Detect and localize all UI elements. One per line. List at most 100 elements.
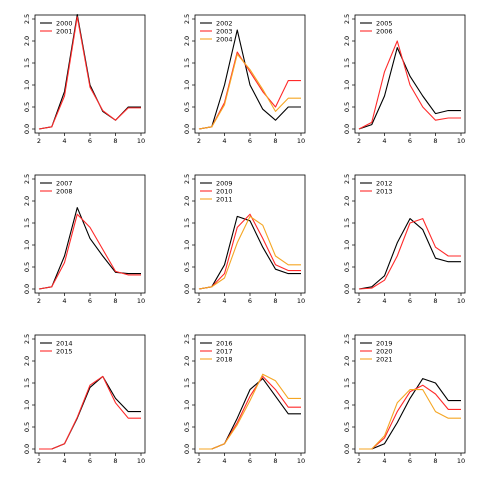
y-tick-label: 1.0	[343, 400, 351, 410]
y-tick-label: 0.0	[23, 444, 31, 454]
legend-label-2010: 2010	[216, 187, 233, 195]
y-tick-label: 0.0	[23, 284, 31, 294]
legend-label-2014: 2014	[56, 339, 73, 347]
legend-label-2017: 2017	[216, 347, 233, 355]
y-tick-label: 2.5	[183, 334, 191, 344]
y-tick-label: 0.0	[343, 444, 351, 454]
series-line-2000	[38, 14, 141, 130]
x-tick-label: 4	[62, 457, 66, 465]
x-tick-label: 6	[248, 137, 252, 145]
x-tick-label: 4	[382, 457, 386, 465]
x-tick-label: 10	[297, 137, 305, 145]
x-tick-label: 4	[382, 137, 386, 145]
legend-label-2001: 2001	[56, 27, 73, 35]
legend-label-2019: 2019	[376, 339, 393, 347]
series-line-2015	[39, 375, 141, 450]
y-tick-label: 0.5	[183, 422, 191, 432]
y-tick-label: 0.0	[183, 124, 191, 134]
y-tick-label: 1.5	[183, 218, 191, 228]
y-tick-label: 0.0	[183, 284, 191, 294]
y-tick-label: 1.5	[183, 378, 191, 388]
x-tick-label: 6	[408, 137, 412, 145]
x-tick-label: 2	[197, 457, 201, 465]
x-tick-label: 10	[297, 297, 305, 305]
x-tick-label: 2	[357, 457, 361, 465]
series-line-2005	[358, 47, 461, 130]
x-tick-label: 2	[357, 297, 361, 305]
y-tick-label: 0.5	[23, 102, 31, 112]
y-tick-label: 2.0	[343, 356, 351, 366]
y-tick-label: 2.0	[23, 36, 31, 46]
y-tick-label: 2.0	[183, 356, 191, 366]
legend-label-2007: 2007	[56, 179, 73, 187]
y-tick-label: 2.0	[183, 36, 191, 46]
x-tick-label: 6	[88, 137, 92, 145]
x-tick-label: 8	[113, 457, 117, 465]
legend-label-2013: 2013	[376, 187, 393, 195]
legend-label-2008: 2008	[56, 187, 73, 195]
y-tick-label: 1.5	[343, 218, 351, 228]
x-tick-label: 4	[222, 137, 226, 145]
series-line-2002	[198, 29, 301, 130]
x-tick-label: 4	[382, 297, 386, 305]
x-tick-label: 4	[222, 297, 226, 305]
y-tick-label: 2.0	[23, 196, 31, 206]
x-tick-label: 4	[222, 457, 226, 465]
series-line-2001	[38, 16, 141, 130]
y-tick-label: 1.5	[343, 58, 351, 68]
plot-frame	[354, 174, 466, 294]
y-tick-label: 0.5	[343, 262, 351, 272]
legend-label-2005: 2005	[376, 19, 393, 27]
legend-label-2011: 2011	[216, 195, 233, 203]
y-tick-label: 1.0	[183, 400, 191, 410]
y-tick-label: 0.5	[183, 262, 191, 272]
series-line-2009	[198, 215, 301, 290]
y-tick-label: 0.5	[343, 422, 351, 432]
legend-label-2004: 2004	[216, 35, 233, 43]
y-tick-label: 1.5	[183, 58, 191, 68]
plot-frame	[194, 14, 306, 134]
x-tick-label: 6	[88, 297, 92, 305]
x-tick-label: 6	[88, 457, 92, 465]
x-tick-label: 10	[137, 457, 145, 465]
series-line-2019	[359, 378, 461, 450]
y-tick-label: 0.0	[183, 444, 191, 454]
series-line-2008	[38, 213, 141, 290]
y-tick-label: 1.0	[183, 80, 191, 90]
y-tick-label: 0.5	[183, 102, 191, 112]
series-line-2007	[38, 207, 141, 290]
legend-label-2012: 2012	[376, 179, 393, 187]
legend-label-2016: 2016	[216, 339, 233, 347]
x-tick-label: 2	[37, 457, 41, 465]
x-tick-label: 2	[197, 297, 201, 305]
x-tick-label: 8	[433, 137, 437, 145]
y-tick-label: 0.5	[23, 262, 31, 272]
y-tick-label: 2.0	[343, 196, 351, 206]
x-tick-label: 10	[457, 457, 465, 465]
y-tick-label: 2.0	[183, 196, 191, 206]
y-tick-label: 2.5	[343, 334, 351, 344]
x-tick-label: 8	[273, 457, 277, 465]
y-tick-label: 1.5	[23, 218, 31, 228]
legend-label-2018: 2018	[216, 355, 233, 363]
y-tick-label: 1.5	[343, 378, 351, 388]
series-line-2010	[198, 213, 301, 290]
y-tick-label: 1.5	[23, 58, 31, 68]
y-tick-label: 1.0	[343, 80, 351, 90]
y-tick-label: 1.0	[183, 240, 191, 250]
x-tick-label: 8	[113, 137, 117, 145]
y-tick-label: 1.0	[23, 240, 31, 250]
x-tick-label: 10	[297, 457, 305, 465]
x-tick-label: 2	[37, 137, 41, 145]
x-tick-label: 8	[433, 297, 437, 305]
legend-label-2002: 2002	[216, 19, 233, 27]
y-tick-label: 2.5	[343, 174, 351, 184]
legend-label-2000: 2000	[56, 19, 73, 27]
y-tick-label: 2.5	[183, 14, 191, 24]
x-tick-label: 6	[408, 297, 412, 305]
